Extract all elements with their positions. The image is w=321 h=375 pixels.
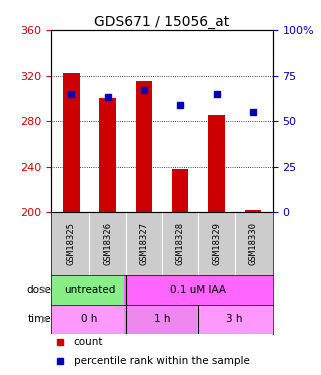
Text: GSM18327: GSM18327 — [139, 222, 148, 265]
Text: dose: dose — [27, 285, 52, 295]
Bar — [51, 275, 128, 304]
Text: GSM18325: GSM18325 — [67, 222, 76, 265]
Text: GSM18330: GSM18330 — [248, 222, 257, 265]
Text: time: time — [28, 314, 52, 324]
Text: 3 h: 3 h — [227, 314, 243, 324]
Text: percentile rank within the sample: percentile rank within the sample — [74, 356, 249, 366]
Text: 0.1 uM IAA: 0.1 uM IAA — [170, 285, 226, 295]
Text: untreated: untreated — [64, 285, 115, 295]
Bar — [51, 304, 128, 334]
Bar — [124, 275, 273, 304]
Text: 1 h: 1 h — [154, 314, 170, 324]
Bar — [63, 73, 80, 212]
Text: count: count — [74, 338, 103, 347]
Text: 0 h: 0 h — [81, 314, 98, 324]
Title: GDS671 / 15056_at: GDS671 / 15056_at — [94, 15, 230, 29]
Bar — [208, 116, 225, 212]
Text: GSM18329: GSM18329 — [212, 222, 221, 265]
Bar — [136, 81, 152, 212]
Bar — [100, 98, 116, 212]
Bar — [172, 169, 188, 212]
Bar — [124, 304, 200, 334]
Text: GSM18326: GSM18326 — [103, 222, 112, 265]
Bar — [196, 304, 273, 334]
Bar — [245, 210, 261, 212]
Text: GSM18328: GSM18328 — [176, 222, 185, 265]
